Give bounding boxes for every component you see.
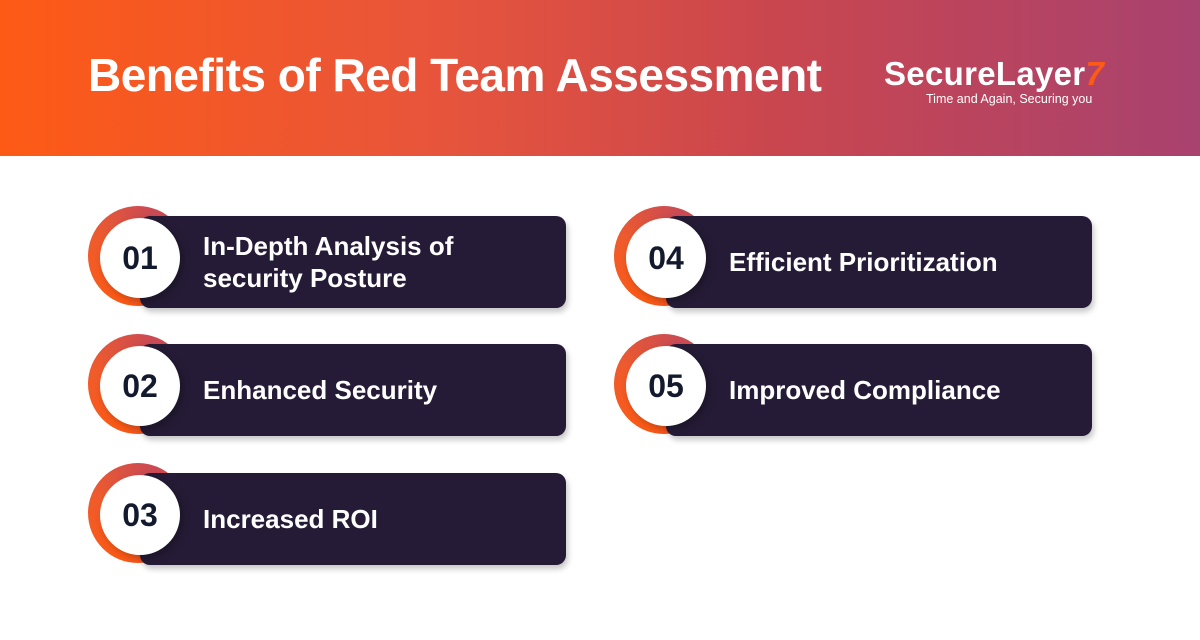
benefit-label: Enhanced Security xyxy=(203,375,438,405)
benefit-card-02: 02 Enhanced Security xyxy=(88,334,578,436)
benefit-label: Increased ROI xyxy=(203,504,378,534)
brand-logo: SecureLayer7 Time and Again, Securing yo… xyxy=(884,56,1104,107)
benefit-card-03: 03 Increased ROI xyxy=(88,463,578,565)
benefit-number-badge: 04 xyxy=(626,218,706,298)
logo-accent-seven: 7 xyxy=(1085,55,1105,92)
page-title: Benefits of Red Team Assessment xyxy=(88,49,822,101)
benefit-number-badge: 03 xyxy=(100,475,180,555)
benefit-card-04: 04 Efficient Prioritization xyxy=(614,206,1104,308)
benefit-label: In-Depth Analysis of security Posture xyxy=(203,231,454,293)
benefit-card-01: 01 In-Depth Analysis of security Posture xyxy=(88,206,578,308)
benefit-bar xyxy=(666,216,1092,308)
benefit-bar xyxy=(140,216,566,308)
benefit-card-05: 05 Improved Compliance xyxy=(614,334,1104,436)
benefit-bar xyxy=(140,473,566,565)
benefit-bar xyxy=(140,344,566,436)
logo-name: SecureLayer xyxy=(884,55,1086,92)
benefit-number-badge: 05 xyxy=(626,346,706,426)
benefit-label: Efficient Prioritization xyxy=(729,247,998,277)
logo-tagline: Time and Again, Securing you xyxy=(926,92,1093,106)
benefit-bar xyxy=(666,344,1092,436)
benefit-number-badge: 02 xyxy=(100,346,180,426)
benefit-label: Improved Compliance xyxy=(729,375,1001,405)
logo-wordmark: SecureLayer7 xyxy=(884,56,1104,92)
benefit-number-badge: 01 xyxy=(100,218,180,298)
header-banner: Benefits of Red Team Assessment SecureLa… xyxy=(0,0,1200,156)
